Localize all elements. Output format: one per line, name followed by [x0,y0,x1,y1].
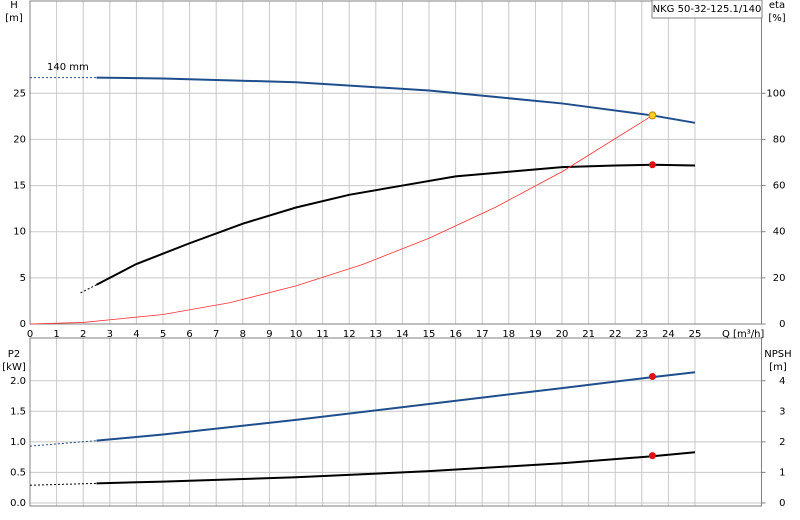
y-tick-label: 0.0 [10,498,26,509]
y-tick-label: 5 [20,273,26,284]
y2-unit: [m] [769,362,787,373]
x-tick-label: 4 [133,329,139,340]
x-tick-label: 16 [449,329,462,340]
x-tick-label: 6 [186,329,192,340]
curve [29,440,97,447]
x-tick-label: 11 [316,329,329,340]
x-tick-label: 2 [80,329,86,340]
y2-tick-label: 0 [779,319,785,330]
y-tick-label: 10 [13,227,26,238]
x-tick-label: 25 [689,329,702,340]
y2-tick-label: 4 [779,376,785,387]
x-tick-label: 14 [396,329,409,340]
x-tick-label: 23 [635,329,648,340]
y-tick-label: 1.5 [10,406,26,417]
x-tick-label: 20 [556,329,569,340]
duty-point [648,111,657,120]
y2-label: NPSH [764,349,791,360]
x-label: Q [m³/h] [722,329,764,340]
annotation: 140 mm [47,62,89,73]
y-unit: [kW] [2,362,26,373]
duty-point [648,161,656,169]
y2-tick-label: 40 [773,227,786,238]
x-tick-label: 24 [662,329,675,340]
y2-unit: [%] [768,13,785,24]
y2-tick-label: 0 [779,498,785,509]
x-tick-label: 21 [582,329,595,340]
y-unit: [m] [5,13,23,24]
curve [29,115,653,325]
x-tick-label: 8 [240,329,246,340]
y2-label: eta [769,0,785,11]
x-tick-label: 9 [266,329,272,340]
x-tick-label: 1 [53,329,59,340]
x-tick-label: 15 [423,329,436,340]
x-tick-label: 7 [213,329,219,340]
x-tick-label: 19 [529,329,542,340]
y-label: H [10,0,18,11]
x-tick-label: 5 [160,329,166,340]
x-tick-label: 12 [343,329,356,340]
top-frame [29,0,762,325]
y2-tick-label: 100 [766,88,785,99]
bottom-frame [29,337,762,507]
chart-title: NKG 50-32-125.1/140 [653,4,762,15]
x-tick-label: 13 [369,329,382,340]
y2-tick-label: 80 [773,134,786,145]
curve [29,482,97,486]
y-tick-label: 15 [13,181,26,192]
y2-tick-label: 2 [779,437,785,448]
y2-tick-label: 1 [779,467,785,478]
y-tick-label: 0.5 [10,467,26,478]
x-tick-label: 18 [502,329,515,340]
curve [96,451,696,485]
x-tick-label: 22 [609,329,622,340]
y-tick-label: 1.0 [10,437,26,448]
y-tick-label: 2.0 [10,376,26,387]
title-box [651,0,763,19]
y-tick-label: 0 [20,319,26,330]
x-tick-label: 10 [290,329,303,340]
y-label: P2 [8,349,20,360]
duty-point [648,452,656,460]
y2-tick-label: 60 [773,181,786,192]
curve [96,163,696,286]
y-tick-label: 20 [13,134,26,145]
duty-point [648,372,656,380]
x-tick-label: 0 [27,329,33,340]
y2-tick-label: 20 [773,273,786,284]
x-tick-label: 17 [476,329,489,340]
curve [96,76,696,124]
curve [80,284,97,294]
curve [96,371,696,442]
y-tick-label: 25 [13,88,26,99]
x-tick-label: 3 [107,329,113,340]
y2-tick-label: 3 [779,406,785,417]
